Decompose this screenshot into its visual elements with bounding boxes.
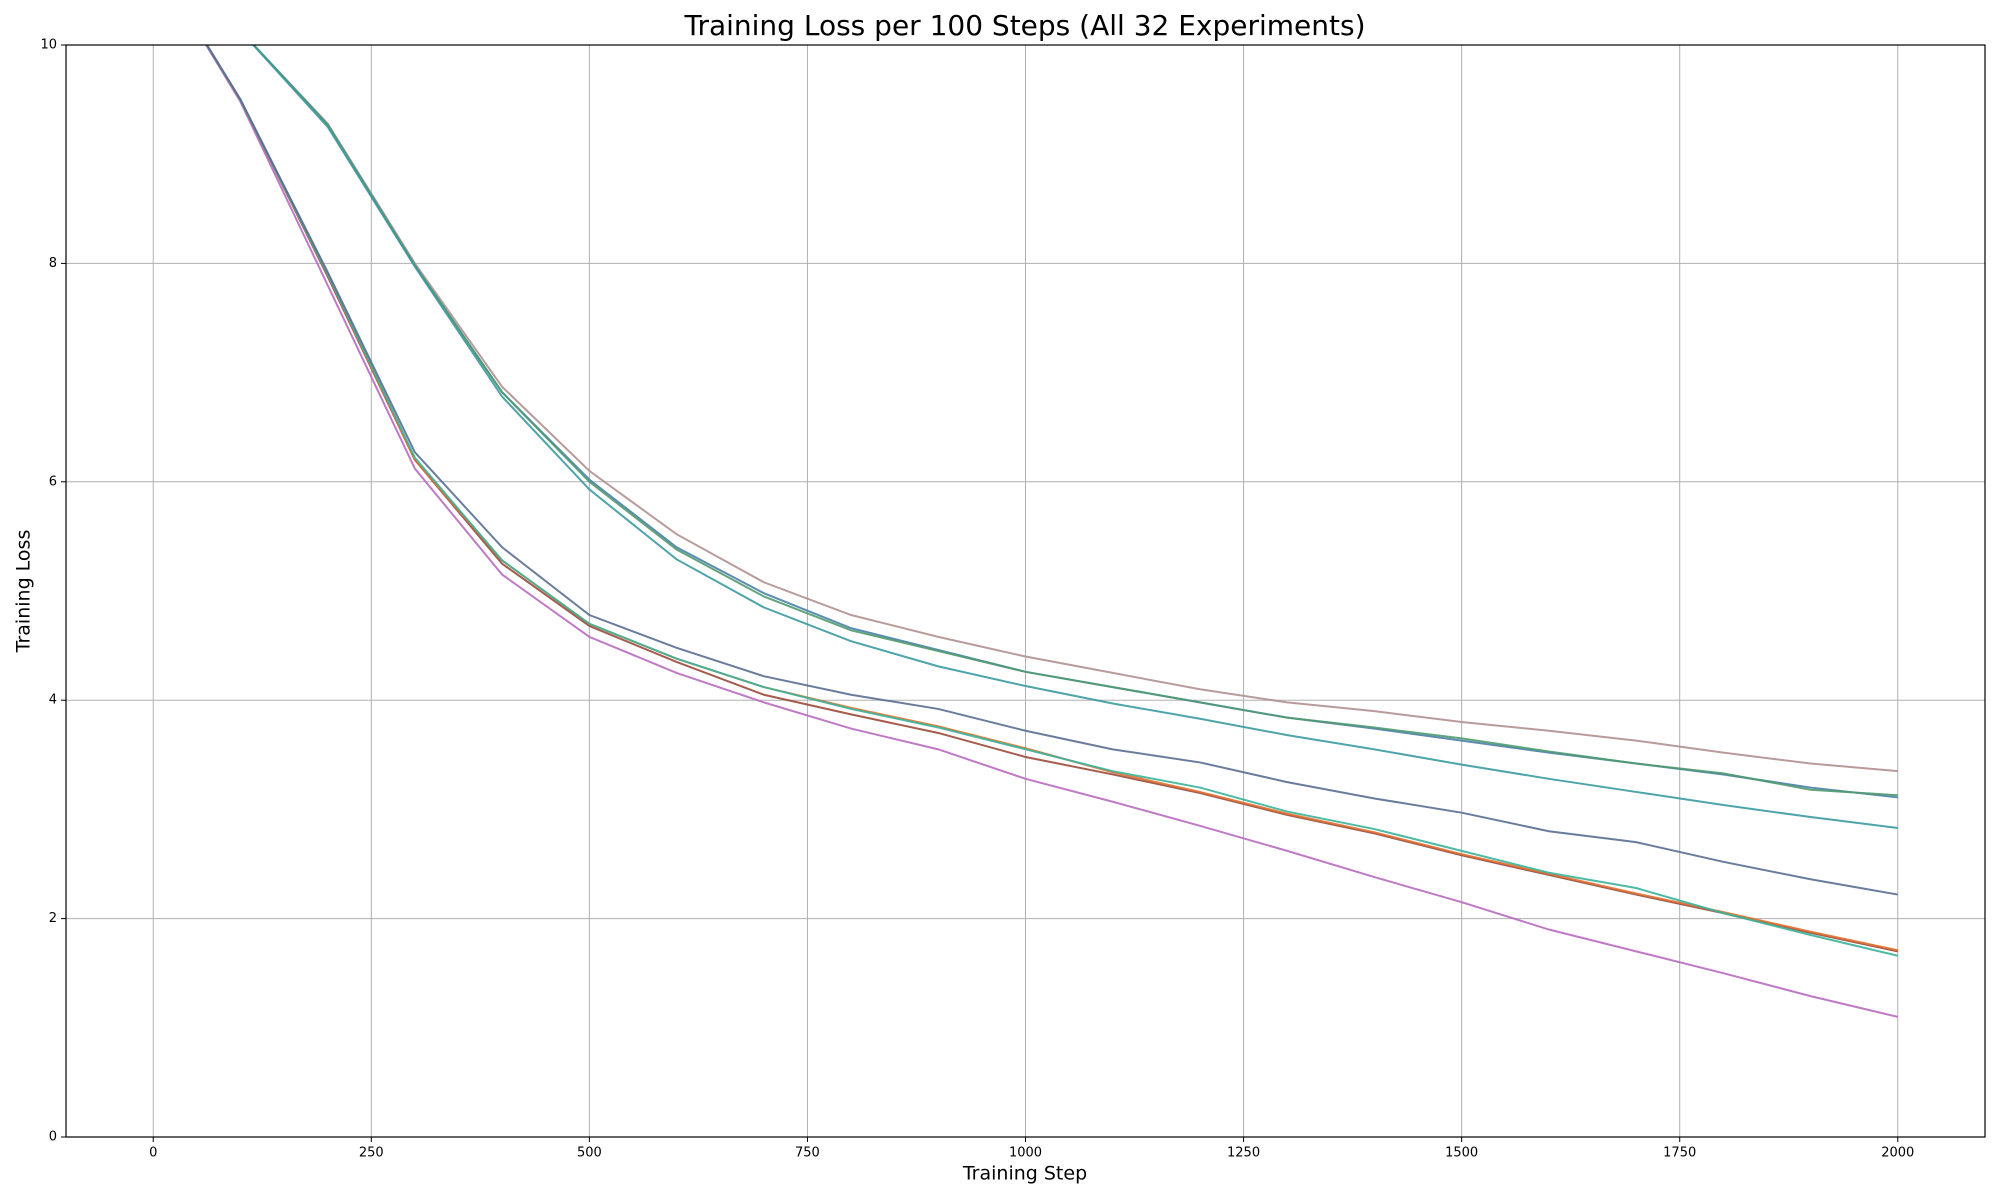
chart-title: Training Loss per 100 Steps (All 32 Expe… [683,9,1365,42]
y-axis-label: Training Loss [13,530,35,654]
x-tick-label: 2000 [1881,1146,1914,1161]
y-tick-label: 10 [40,38,57,53]
x-tick-label: 0 [149,1146,157,1161]
y-tick-label: 4 [49,693,57,708]
grid [61,44,1985,1142]
y-tick-label: 8 [49,256,57,271]
x-tick-label: 1500 [1445,1146,1478,1161]
x-tick-label: 250 [359,1146,384,1161]
y-tick-label: 0 [49,1130,57,1145]
x-axis-label: Training Step [962,1163,1087,1185]
x-tick-label: 1000 [1009,1146,1042,1161]
x-tick-label: 1750 [1663,1146,1696,1161]
x-tick-label: 1250 [1227,1146,1260,1161]
series-line [204,45,1899,1018]
series-line [252,45,1898,773]
y-tick-label: 2 [49,911,57,926]
plot-frame [65,44,1986,1138]
series-line [205,45,1899,957]
x-tick-label: 500 [577,1146,602,1161]
x-tick-label: 750 [795,1146,820,1161]
series-line [252,45,1898,797]
y-tick-label: 6 [49,474,57,489]
lines [204,45,1899,1018]
series-line [251,45,1898,829]
series-line [205,45,1898,896]
